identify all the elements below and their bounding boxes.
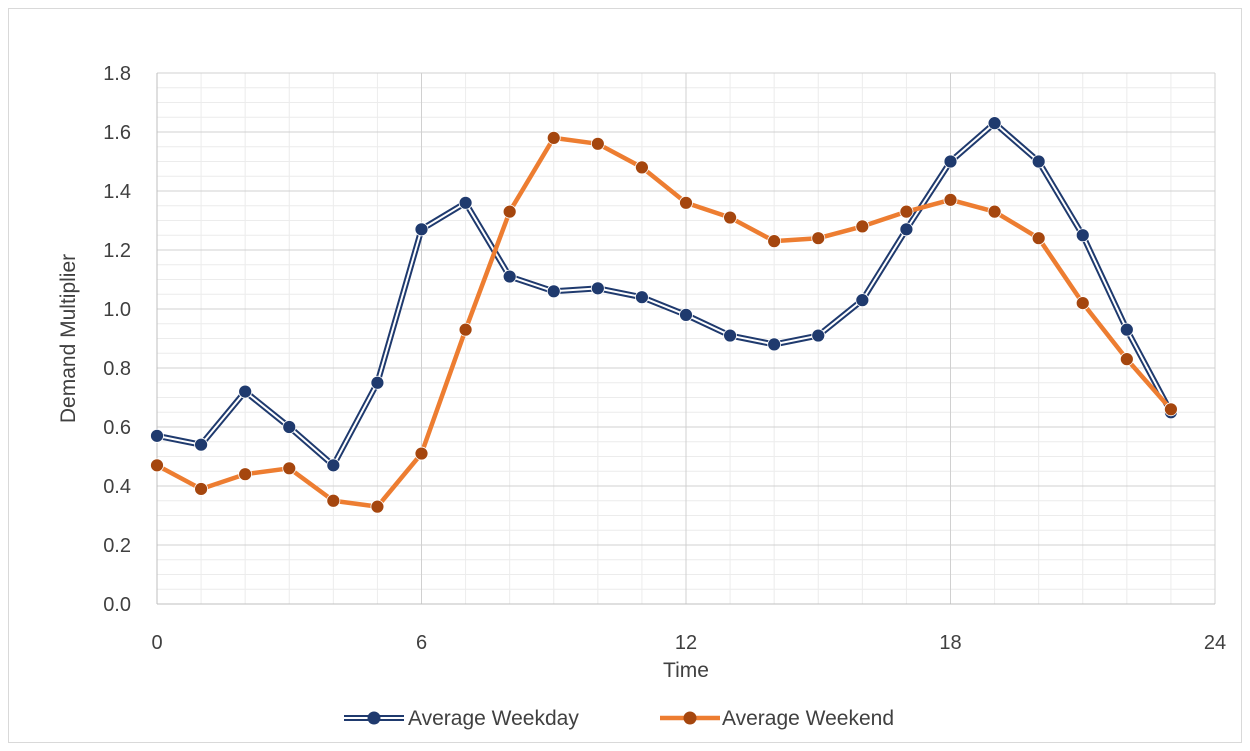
y-tick-label: 0.6 — [103, 417, 131, 439]
weekday-point — [370, 375, 385, 390]
weekend-point — [370, 499, 385, 514]
weekday-point — [238, 384, 253, 399]
weekend-point — [238, 467, 253, 482]
legend-marker-weekday — [367, 711, 381, 725]
weekday-point — [943, 154, 958, 169]
y-tick-label: 0.8 — [103, 358, 131, 380]
legend-label-weekend: Average Weekend — [722, 707, 894, 730]
axes: 0.0 0.2 0.4 0.6 0.8 1.0 1.2 1.4 1.6 1.8 0 6 12 18 24 — [103, 63, 1226, 654]
gridlines — [157, 72, 1216, 604]
series-line-weekday-inner — [156, 122, 1172, 467]
weekend-point — [767, 234, 782, 249]
weekend-point — [546, 130, 561, 145]
weekday-point — [502, 269, 517, 284]
weekend-point — [855, 219, 870, 234]
weekend-point — [679, 195, 693, 210]
x-tick-label: 18 — [939, 632, 961, 654]
weekday-point — [811, 328, 826, 343]
weekend-point — [723, 210, 737, 225]
weekday-point — [150, 428, 164, 443]
weekend-point — [150, 458, 164, 473]
weekday-point — [855, 293, 870, 308]
weekday-point — [326, 458, 341, 473]
weekday-point — [987, 116, 1002, 131]
weekend-point — [1075, 296, 1090, 311]
series-line-weekend — [155, 135, 1173, 509]
weekend-point — [635, 160, 649, 175]
weekend-point — [590, 136, 605, 151]
y-tick-label: 0.2 — [103, 535, 131, 557]
y-tick-label: 1.8 — [103, 63, 131, 85]
weekend-point — [943, 192, 958, 207]
weekday-point — [590, 281, 605, 296]
weekday-point — [1031, 154, 1046, 169]
x-tick-label: 12 — [675, 632, 697, 654]
legend-label-weekday: Average Weekday — [408, 707, 579, 730]
weekend-point — [326, 493, 341, 508]
weekday-point — [723, 328, 737, 343]
weekday-point — [1075, 228, 1090, 243]
y-tick-label: 1.0 — [103, 299, 131, 321]
x-tick-label: 0 — [151, 632, 162, 654]
y-tick-label: 1.4 — [103, 181, 131, 203]
weekend-point — [1164, 402, 1178, 417]
y-axis-title: Demand Multiplier — [57, 254, 80, 423]
weekday-point — [767, 337, 782, 352]
x-tick-label: 24 — [1204, 632, 1226, 654]
weekend-point — [1031, 231, 1046, 246]
x-axis-title: Time — [663, 659, 709, 682]
weekday-point — [458, 195, 473, 210]
weekday-point — [899, 222, 914, 237]
legend-marker-weekend — [683, 711, 697, 725]
weekend-point — [282, 461, 297, 476]
weekday-point — [414, 222, 429, 237]
weekend-point — [414, 446, 429, 461]
weekend-point — [1119, 352, 1134, 367]
legend: Average Weekday Average Weekend — [344, 707, 894, 730]
weekend-point — [987, 204, 1002, 219]
weekday-point — [194, 437, 208, 452]
y-tick-label: 0.4 — [103, 476, 131, 498]
series-group — [150, 116, 1178, 514]
weekday-point — [1119, 322, 1134, 337]
weekend-point — [458, 322, 473, 337]
chart-frame — [8, 8, 1242, 743]
y-tick-label: 1.6 — [103, 122, 131, 144]
y-tick-label: 0.0 — [103, 594, 131, 616]
weekend-point — [899, 204, 914, 219]
weekend-point — [194, 482, 208, 496]
weekend-point — [811, 231, 826, 246]
weekend-point — [502, 204, 517, 219]
weekday-point — [635, 290, 649, 305]
weekday-point — [546, 284, 561, 299]
weekday-point — [282, 420, 297, 434]
y-tick-label: 1.2 — [103, 240, 131, 262]
weekday-point — [679, 307, 693, 322]
x-tick-label: 6 — [416, 632, 427, 654]
